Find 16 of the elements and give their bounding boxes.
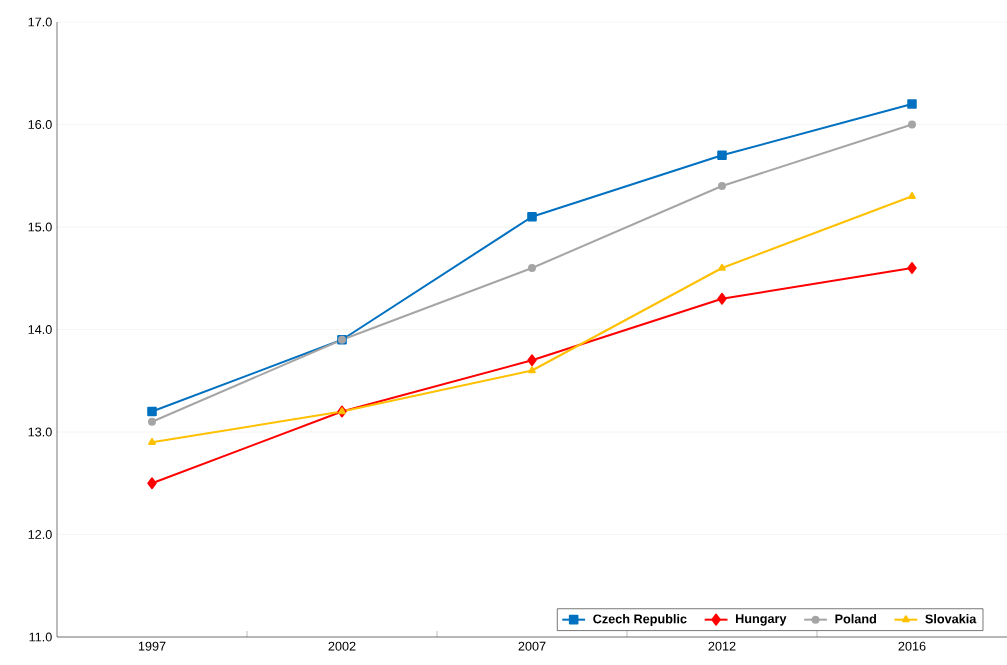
y-tick-label: 13.0 [28,427,52,437]
legend-label: Poland [835,614,876,624]
legend-label: Czech Republic [593,614,687,626]
y-tick-label: 15.0 [28,222,52,232]
x-tick-label: 2007 [518,641,546,651]
y-tick-label: 12.0 [28,530,52,539]
legend-label: Slovakia [925,614,977,624]
y-tick-label: 17.0 [28,17,52,27]
x-tick-label: 1997 [138,641,166,651]
y-tick-label: 11.0 [29,632,52,642]
x-tick-label: 2002 [328,641,356,651]
x-tick-label: 2012 [708,641,736,651]
y-tick-label: 16.0 [28,120,52,129]
legend-label: Hungary [735,614,787,626]
y-tick-label: 14.0 [28,325,52,334]
x-tick-label: 2016 [898,641,926,651]
